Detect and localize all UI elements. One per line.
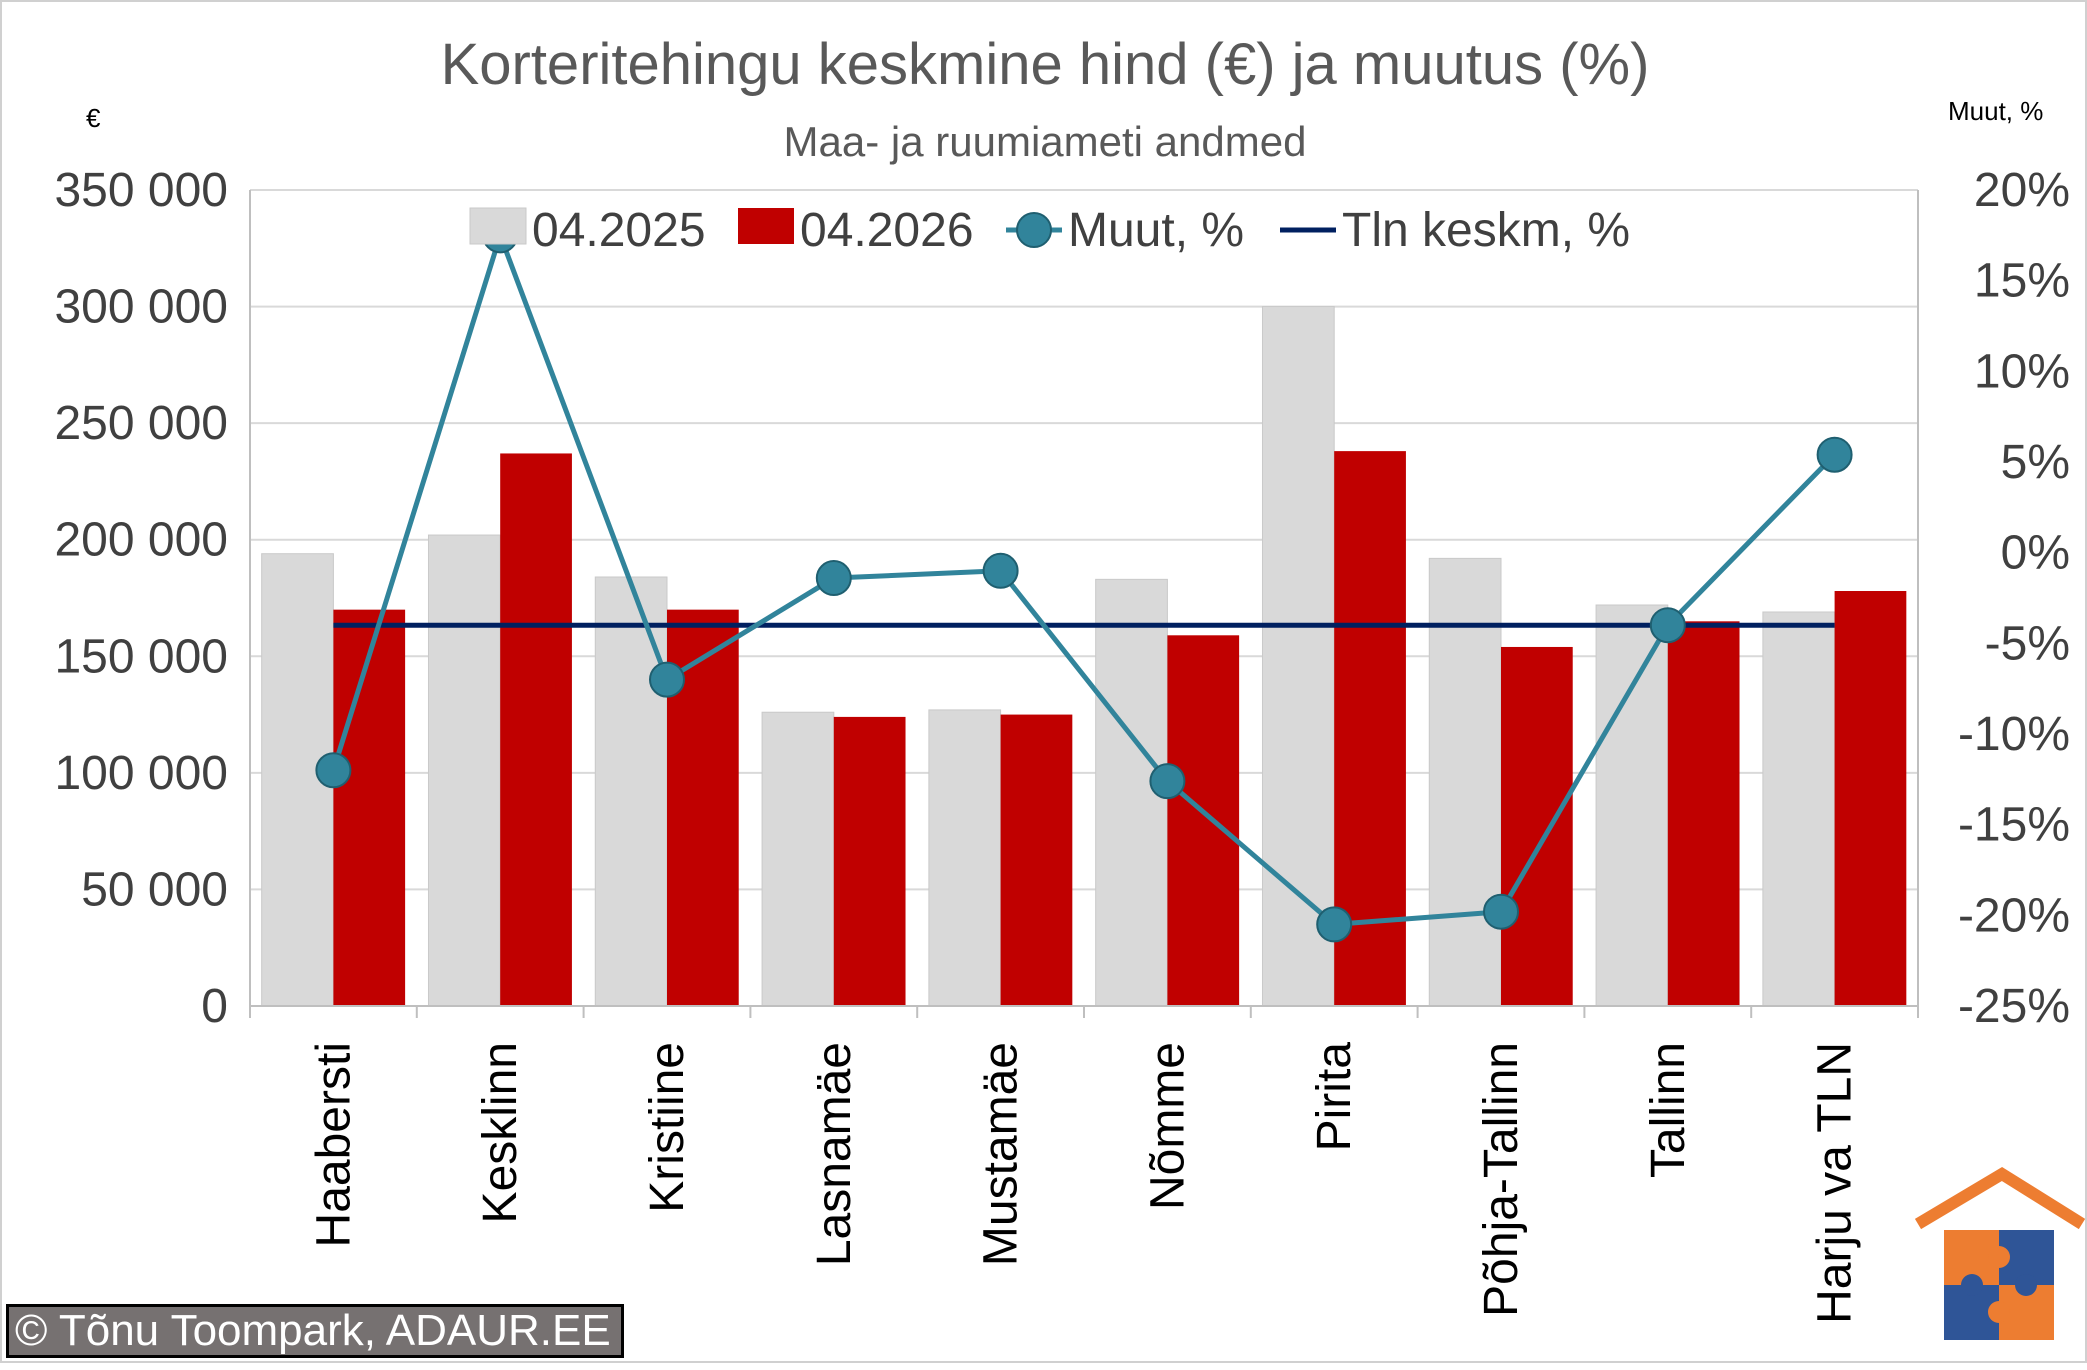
bar-04-2026 bbox=[1834, 591, 1907, 1006]
right-tick-label: -10% bbox=[1958, 708, 2070, 761]
right-tick-label: -15% bbox=[1958, 799, 2070, 852]
legend-swatch bbox=[738, 208, 794, 244]
legend: 04.2025 04.2026 Muut, % Tln keskm, % bbox=[469, 204, 1630, 257]
category-label: Mustamäe bbox=[975, 1042, 1028, 1266]
change-point bbox=[1816, 436, 1853, 473]
bar-04-2026 bbox=[833, 716, 906, 1006]
legend-label: Tln keskm, % bbox=[1342, 204, 1630, 257]
left-tick-label: 200 000 bbox=[54, 514, 228, 567]
chart-title: Korteritehingu keskmine hind (€) ja muut… bbox=[441, 32, 1650, 97]
change-point bbox=[982, 552, 1019, 589]
axes: 0 50 000 100 000 150 000 200 000 250 000 300 0… bbox=[54, 164, 2070, 1324]
bar-04-2025 bbox=[1428, 557, 1502, 1007]
change-point bbox=[1649, 607, 1686, 644]
category-label: Põhja-Tallinn bbox=[1475, 1042, 1528, 1317]
change-point bbox=[1316, 906, 1353, 943]
legend-label: Muut, % bbox=[1068, 204, 1244, 257]
legend-marker bbox=[1016, 212, 1052, 248]
category-label: Kesklinn bbox=[474, 1042, 527, 1223]
bar-04-2025 bbox=[1762, 611, 1836, 1007]
right-tick-label: 10% bbox=[1974, 345, 2070, 398]
right-tick-label: -20% bbox=[1958, 889, 2070, 942]
legend-label: 04.2026 bbox=[800, 204, 974, 257]
right-tick-label: -25% bbox=[1958, 980, 2070, 1033]
bar-04-2026 bbox=[1667, 621, 1740, 1006]
left-tick-label: 350 000 bbox=[54, 164, 228, 217]
house-puzzle-logo bbox=[1914, 1166, 2086, 1340]
bar-04-2026 bbox=[1501, 646, 1573, 1006]
left-axis-unit: € bbox=[86, 103, 101, 133]
bar-04-2026 bbox=[500, 453, 572, 1006]
category-label: Nõmme bbox=[1141, 1042, 1194, 1210]
right-tick-label: 15% bbox=[1974, 255, 2070, 308]
bar-04-2026 bbox=[333, 609, 406, 1006]
change-point bbox=[1149, 763, 1186, 800]
category-label: Kristiine bbox=[641, 1042, 694, 1213]
right-axis-unit: Muut, % bbox=[1948, 96, 2043, 126]
legend-label: 04.2025 bbox=[532, 204, 706, 257]
left-tick-label: 100 000 bbox=[54, 747, 228, 800]
bar-04-2025 bbox=[1595, 604, 1669, 1007]
right-tick-label: 0% bbox=[2001, 527, 2070, 580]
change-point bbox=[815, 560, 852, 597]
change-line bbox=[331, 232, 1837, 927]
change-point bbox=[315, 752, 352, 789]
change-point bbox=[649, 661, 685, 698]
left-tick-label: 50 000 bbox=[81, 863, 228, 916]
left-tick-label: 300 000 bbox=[54, 281, 228, 334]
bars bbox=[261, 306, 1907, 1007]
bar-04-2025 bbox=[761, 711, 835, 1007]
right-tick-label: -5% bbox=[1985, 617, 2070, 670]
right-tick-label: 20% bbox=[1974, 164, 2070, 217]
bar-04-2026 bbox=[1167, 635, 1240, 1006]
bar-04-2025 bbox=[427, 534, 501, 1007]
category-label: Lasnamäe bbox=[808, 1042, 861, 1266]
change-point bbox=[1483, 893, 1519, 930]
category-label: Harju va TLN bbox=[1809, 1042, 1862, 1324]
bar-04-2026 bbox=[1000, 714, 1073, 1006]
copyright-label: © Tõnu Toompark, ADAUR.EE bbox=[6, 1304, 624, 1358]
left-tick-label: 150 000 bbox=[54, 630, 228, 683]
left-tick-label: 0 bbox=[201, 980, 228, 1033]
right-tick-label: 5% bbox=[2001, 436, 2070, 489]
bar-04-2025 bbox=[594, 576, 668, 1007]
category-label: Pirita bbox=[1308, 1042, 1361, 1152]
bar-04-2025 bbox=[928, 709, 1002, 1007]
category-label: Haabersti bbox=[307, 1042, 360, 1247]
legend-swatch bbox=[469, 207, 527, 245]
bar-04-2025 bbox=[1261, 306, 1335, 1007]
category-label: Tallinn bbox=[1642, 1042, 1695, 1178]
left-tick-label: 250 000 bbox=[54, 397, 228, 450]
chart-subtitle: Maa- ja ruumiameti andmed bbox=[784, 118, 1307, 165]
lines bbox=[315, 217, 1853, 943]
